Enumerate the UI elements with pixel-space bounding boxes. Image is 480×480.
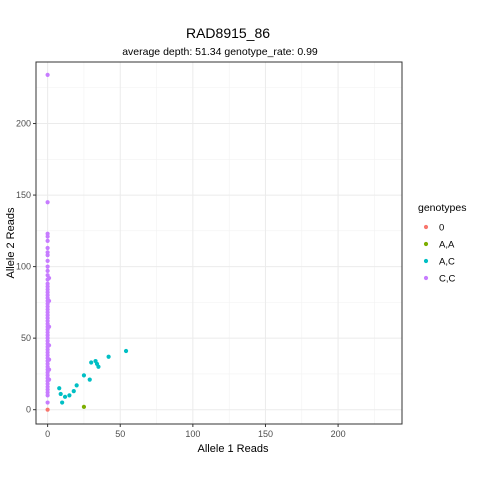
data-point	[58, 391, 63, 397]
data-points	[45, 72, 129, 412]
x-tick-label: 150	[258, 429, 273, 439]
legend-key	[423, 258, 429, 264]
x-tick-label: 200	[331, 429, 346, 439]
legend-key	[423, 275, 429, 281]
x-axis-label: Allele 1 Reads	[198, 443, 269, 455]
data-point	[81, 373, 87, 378]
data-point	[45, 393, 50, 398]
data-point	[45, 200, 50, 205]
data-point	[45, 258, 50, 263]
legend-key	[423, 241, 429, 247]
data-point	[60, 400, 65, 405]
x-tick-label: 0	[45, 429, 50, 439]
data-point	[45, 234, 50, 239]
x-axis-ticks: 0 50 100 150 200	[45, 424, 346, 439]
data-point	[94, 361, 100, 367]
data-point	[45, 253, 50, 258]
data-point	[45, 245, 50, 251]
legend-label: A,A	[439, 240, 455, 251]
data-point	[46, 298, 52, 304]
legend-title: genotypes	[418, 202, 466, 214]
data-point	[81, 404, 87, 409]
y-axis-label: Allele 2 Reads	[5, 207, 17, 278]
data-point	[46, 357, 52, 362]
data-point	[67, 393, 72, 398]
data-point	[45, 400, 50, 405]
data-point	[46, 275, 52, 281]
data-point	[57, 386, 62, 391]
y-tick-label: 150	[16, 190, 31, 200]
legend-label: C,C	[439, 274, 456, 285]
data-point	[87, 377, 92, 382]
legend: genotypes 0 A,A A,C C,C	[418, 202, 466, 285]
data-point	[74, 383, 79, 388]
y-tick-label: 0	[26, 405, 31, 415]
data-point	[46, 377, 52, 382]
y-axis-ticks: 0 50 100 150 200	[16, 119, 36, 415]
legend-key	[423, 224, 429, 230]
data-point	[123, 348, 129, 354]
chart-subtitle: average depth: 51.34 genotype_rate: 0.99	[122, 46, 318, 58]
y-tick-label: 50	[21, 333, 31, 343]
y-tick-label: 200	[16, 119, 31, 129]
legend-label: 0	[439, 223, 444, 234]
data-point	[46, 343, 52, 348]
data-point	[46, 324, 52, 329]
x-tick-label: 50	[115, 429, 125, 439]
x-tick-label: 100	[185, 429, 200, 439]
data-point	[62, 394, 68, 399]
grid-lines	[36, 62, 402, 424]
legend-label: A,C	[439, 257, 455, 268]
data-point	[45, 72, 50, 77]
y-tick-label: 100	[16, 262, 31, 272]
data-point	[89, 360, 94, 365]
data-point	[45, 264, 50, 269]
chart-title: RAD8915_86	[186, 25, 270, 41]
panel-border	[35, 61, 403, 425]
data-point	[45, 407, 50, 412]
plot-panel	[35, 61, 403, 425]
data-point	[106, 354, 111, 359]
data-point	[71, 388, 76, 394]
data-point	[46, 367, 52, 372]
data-point	[45, 268, 50, 274]
data-point	[45, 238, 50, 243]
